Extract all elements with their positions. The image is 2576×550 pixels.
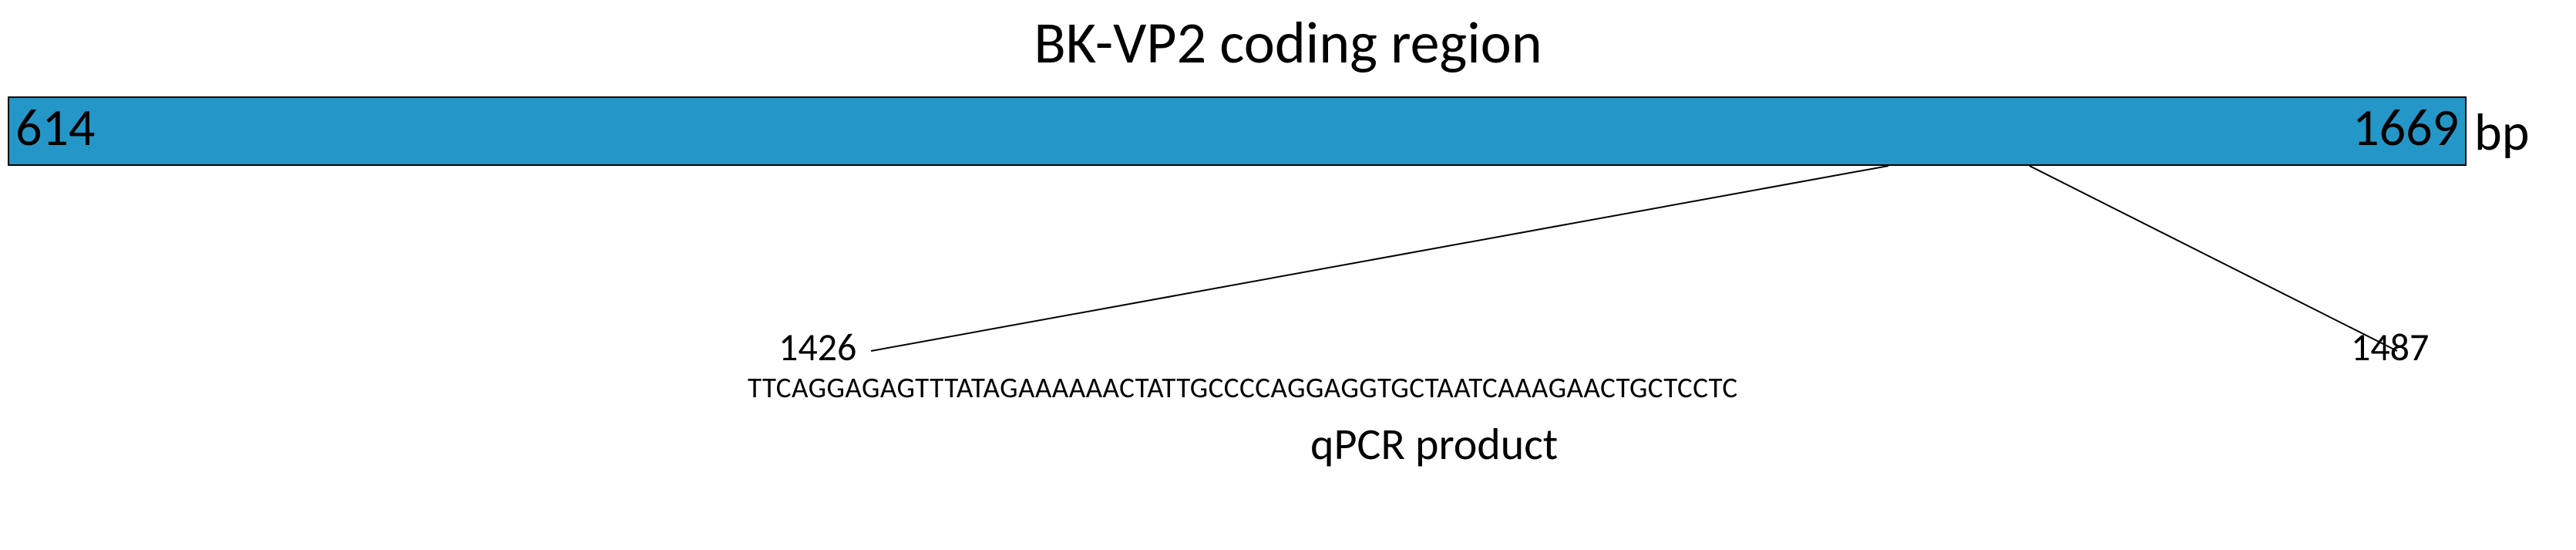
- qpcr-product-label: qPCR product: [1310, 417, 1558, 471]
- callout-lines: [0, 166, 2576, 359]
- callout-line-right: [2030, 166, 2397, 351]
- region-end-label: 1669: [2352, 102, 2459, 154]
- sequence-end-position: 1487: [2351, 324, 2429, 371]
- coding-region-bar-container: 614 1669: [8, 96, 2467, 166]
- sequence-start-position: 1426: [779, 324, 856, 371]
- coding-region-bar: 614 1669: [8, 96, 2467, 166]
- callout-line-left: [871, 166, 1888, 351]
- bp-unit-label: bp: [2474, 100, 2529, 164]
- diagram-title: BK-VP2 coding region: [1034, 8, 1542, 79]
- qpcr-sequence: TTCAGGAGAGTTTATAGAAAAAACTATTGCCCCAGGAGGT…: [748, 370, 1738, 405]
- region-start-label: 614: [15, 102, 95, 154]
